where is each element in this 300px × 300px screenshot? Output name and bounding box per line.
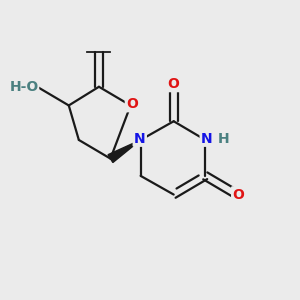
Text: O: O <box>126 97 138 111</box>
Text: O: O <box>168 77 180 91</box>
Text: N: N <box>134 131 146 146</box>
Text: N: N <box>201 131 212 146</box>
Text: H: H <box>218 131 229 146</box>
Polygon shape <box>108 140 141 163</box>
Text: O: O <box>232 188 244 202</box>
Text: H-O: H-O <box>9 80 39 94</box>
